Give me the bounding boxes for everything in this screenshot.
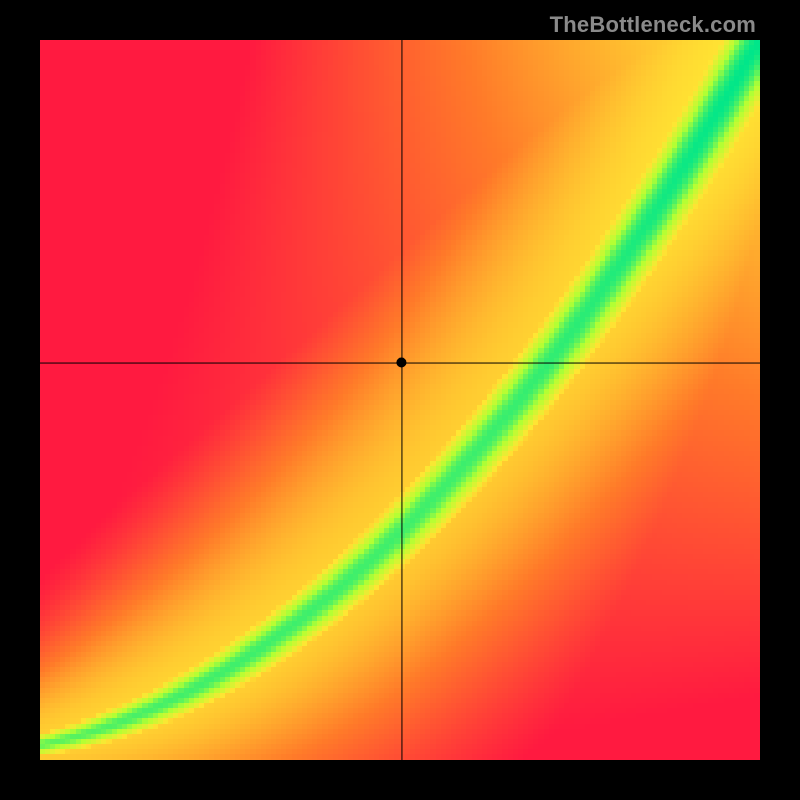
heatmap-canvas (40, 40, 760, 760)
plot-area (40, 40, 760, 760)
watermark-text: TheBottleneck.com (550, 12, 756, 38)
